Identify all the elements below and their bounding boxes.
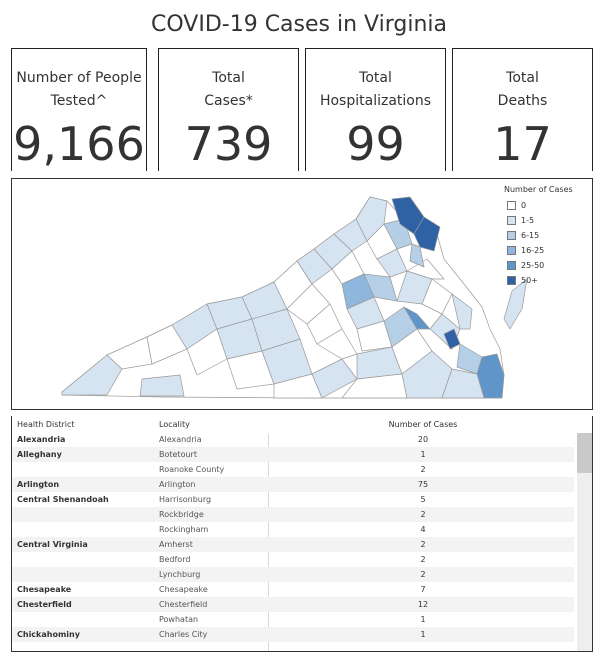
legend-swatch: [507, 246, 516, 255]
cell-number-of-cases: 2: [420, 510, 426, 519]
legend-item[interactable]: 0: [504, 198, 573, 213]
cell-locality: Charles City: [159, 630, 208, 639]
cell-locality: Powhatan: [159, 615, 199, 624]
cell-number-of-cases: 2: [420, 555, 426, 564]
kpi-people-tested[interactable]: Number of People Tested^ 9,166: [11, 48, 147, 171]
cell-number-of-cases: 75: [417, 480, 429, 489]
cell-locality: Amherst: [159, 540, 193, 549]
kpi-total-deaths[interactable]: Total Deaths 17: [452, 48, 593, 171]
table-row[interactable]: Chickahominy Charles City 1: [12, 627, 574, 642]
header-locality[interactable]: Locality: [159, 420, 190, 429]
legend-item[interactable]: 6-15: [504, 228, 573, 243]
cell-locality: Alexandria: [159, 435, 202, 444]
county-region[interactable]: [139, 374, 185, 397]
cell-number-of-cases: 2: [420, 570, 426, 579]
table-row[interactable]: Lynchburg 2: [12, 567, 574, 582]
cell-locality: Bedford: [159, 555, 191, 564]
county-region[interactable]: [413, 216, 441, 252]
cell-health-district: Chesapeake: [17, 585, 72, 594]
cell-locality: Botetourt: [159, 450, 197, 459]
cell-locality: Arlington: [159, 480, 196, 489]
virginia-map-graphic[interactable]: [12, 179, 592, 409]
legend-item[interactable]: 25-50: [504, 258, 573, 273]
kpi-label: Number of People Tested^: [16, 70, 142, 109]
header-number-of-cases[interactable]: Number of Cases: [388, 420, 458, 429]
legend-label: 1-5: [521, 216, 535, 225]
cell-health-district: Arlington: [17, 480, 60, 489]
table-row[interactable]: Powhatan 1: [12, 612, 574, 627]
page-title: COVID-19 Cases in Virginia: [151, 12, 447, 37]
legend-swatch: [507, 231, 516, 240]
cell-number-of-cases: 12: [417, 600, 429, 609]
table-row[interactable]: Central Shenandoah Harrisonburg 5: [12, 492, 574, 507]
legend-swatch: [507, 216, 516, 225]
kpi-label: Total Deaths: [497, 70, 548, 109]
kpi-value: 9,166: [13, 117, 145, 171]
cell-health-district: Central Shenandoah: [17, 495, 109, 504]
kpi-value: 739: [184, 117, 273, 171]
cell-number-of-cases: 1: [420, 450, 426, 459]
cell-number-of-cases: 7: [420, 585, 426, 594]
cell-number-of-cases: 2: [420, 540, 426, 549]
table-row[interactable]: Bedford 2: [12, 552, 574, 567]
cell-locality: Rockingham: [159, 525, 209, 534]
header-health-district[interactable]: Health District: [17, 420, 75, 429]
legend-swatch: [507, 261, 516, 270]
kpi-value: 99: [346, 117, 405, 171]
legend-item[interactable]: 16-25: [504, 243, 573, 258]
county-region[interactable]: [409, 243, 425, 268]
table-row[interactable]: Rockbridge 2: [12, 507, 574, 522]
table-row[interactable]: Chesterfield Chesterfield 12: [12, 597, 574, 612]
kpi-label: Total Hospitalizations: [319, 70, 432, 109]
legend-label: 6-15: [521, 231, 540, 240]
eastern-shore-region[interactable]: [503, 278, 528, 330]
legend-label: 25-50: [521, 261, 545, 270]
cell-number-of-cases: 1: [420, 615, 426, 624]
virginia-cases-map[interactable]: Number of Cases 0 1-5 6-15 16-25 25-50 5…: [11, 178, 593, 410]
cell-health-district: Alexandria: [17, 435, 66, 444]
table-row[interactable]: Alleghany Botetourt 1: [12, 447, 574, 462]
legend-title: Number of Cases: [504, 185, 573, 194]
table-row[interactable]: Roanoke County 2: [12, 462, 574, 477]
legend-label: 50+: [521, 276, 538, 285]
cell-number-of-cases: 20: [417, 435, 429, 444]
cases-table[interactable]: Health District Locality Number of Cases…: [11, 416, 593, 652]
cell-number-of-cases: 1: [420, 630, 426, 639]
table-row[interactable]: Chesapeake Chesapeake 7: [12, 582, 574, 597]
cell-locality: Rockbridge: [159, 510, 204, 519]
legend-label: 0: [521, 201, 527, 210]
table-row[interactable]: Arlington Arlington 75: [12, 477, 574, 492]
table-row[interactable]: Central Virginia Amherst 2: [12, 537, 574, 552]
kpi-total-cases[interactable]: Total Cases* 739: [158, 48, 299, 171]
kpi-label: Total Cases*: [204, 70, 253, 109]
kpi-total-hospitalizations[interactable]: Total Hospitalizations 99: [305, 48, 446, 171]
legend-item[interactable]: 1-5: [504, 213, 573, 228]
cell-number-of-cases: 2: [420, 465, 426, 474]
cell-locality: Chesterfield: [159, 600, 208, 609]
cell-locality: Roanoke County: [159, 465, 225, 474]
legend-swatch: [507, 276, 516, 285]
legend-label: 16-25: [521, 246, 545, 255]
kpi-value: 17: [493, 117, 552, 171]
cell-locality: Lynchburg: [159, 570, 201, 579]
county-region[interactable]: [355, 196, 388, 242]
cell-locality: Chesapeake: [159, 585, 208, 594]
table-row[interactable]: Rockingham 4: [12, 522, 574, 537]
cell-health-district: Central Virginia: [17, 540, 88, 549]
map-legend: Number of Cases 0 1-5 6-15 16-25 25-50 5…: [504, 185, 573, 288]
cell-health-district: Alleghany: [17, 450, 62, 459]
cell-locality: Harrisonburg: [159, 495, 212, 504]
cell-number-of-cases: 4: [420, 525, 426, 534]
county-region[interactable]: [61, 354, 123, 396]
county-region[interactable]: [451, 293, 473, 330]
cell-number-of-cases: 5: [420, 495, 426, 504]
table-scrollbar[interactable]: [577, 433, 592, 651]
legend-swatch: [507, 201, 516, 210]
table-row[interactable]: Alexandria Alexandria 20: [12, 432, 574, 447]
cell-health-district: Chickahominy: [17, 630, 80, 639]
cell-health-district: Chesterfield: [17, 600, 72, 609]
legend-item[interactable]: 50+: [504, 273, 573, 288]
table-scrollbar-thumb[interactable]: [577, 433, 592, 473]
county-region[interactable]: [441, 368, 485, 399]
